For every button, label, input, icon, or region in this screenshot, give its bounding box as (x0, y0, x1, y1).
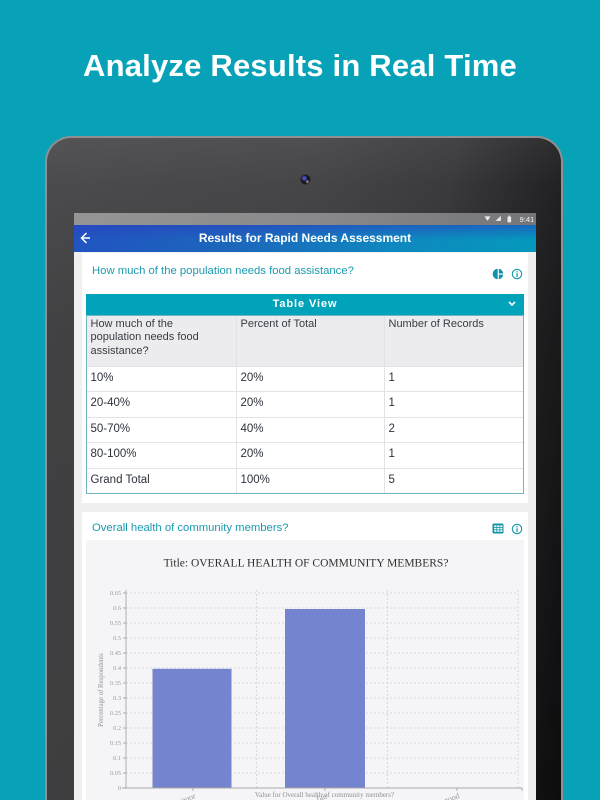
svg-text:0: 0 (118, 785, 121, 792)
svg-text:0.4: 0.4 (113, 665, 122, 672)
svg-text:0.45: 0.45 (110, 650, 121, 657)
svg-text:0.65: 0.65 (110, 590, 121, 597)
svg-text:fair: fair (315, 791, 329, 800)
svg-text:Title: OVERALL HEALTH OF COMMU: Title: OVERALL HEALTH OF COMMUNITY MEMBE… (164, 558, 449, 570)
svg-text:Value for Overall health of co: Value for Overall health of community me… (255, 791, 394, 799)
svg-text:Percentage of Respondents: Percentage of Respondents (98, 653, 105, 727)
svg-text:0.6: 0.6 (113, 605, 121, 612)
svg-text:0.35: 0.35 (110, 680, 121, 687)
svg-text:0.2: 0.2 (113, 725, 121, 732)
svg-text:0.15: 0.15 (110, 740, 121, 747)
svg-text:good: good (443, 791, 461, 800)
svg-text:9:41: 9:41 (520, 215, 535, 224)
svg-text:0.25: 0.25 (110, 710, 121, 717)
svg-text:poor: poor (180, 791, 197, 800)
svg-text:0.05: 0.05 (110, 770, 121, 777)
svg-text:0.1: 0.1 (113, 755, 121, 762)
svg-text:0.55: 0.55 (110, 620, 121, 627)
svg-text:0.5: 0.5 (113, 635, 121, 642)
svg-text:0.3: 0.3 (113, 695, 121, 702)
